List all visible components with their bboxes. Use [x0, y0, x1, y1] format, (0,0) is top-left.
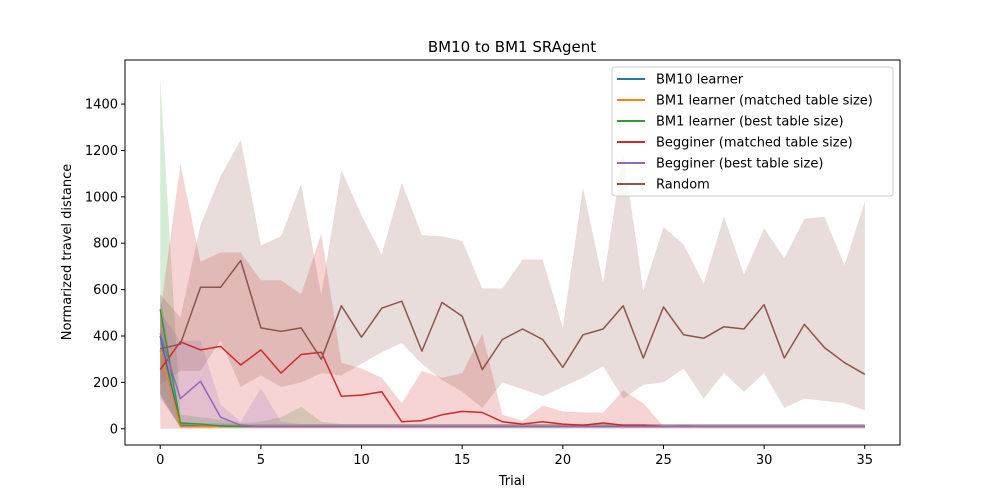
y-tick-label: 800	[93, 237, 118, 252]
line-random	[160, 259, 866, 375]
legend-label-bm1-learner-matched-table-size: BM1 learner (matched table size)	[656, 94, 873, 109]
x-axis-ticks: 0 5 10 15 20 25 30 35	[156, 445, 873, 468]
axes-frame	[124, 59, 901, 446]
y-tick-label: 1000	[85, 190, 118, 205]
plot-area	[159, 78, 866, 429]
y-axis-ticks: 0 200 400 600 800 1000 1200 1400	[85, 98, 125, 437]
legend-box	[611, 66, 894, 197]
legend-label-begginer-matched-table-size: Begginer (matched table size)	[656, 136, 853, 151]
y-axis-label: Normarized travel distance	[60, 164, 75, 341]
band-begginer-matched-table-size	[160, 164, 865, 429]
x-tick-label: 0	[156, 453, 164, 468]
x-tick-label: 20	[555, 453, 572, 468]
x-axis-label: Trial	[498, 474, 526, 489]
line-begginer-best-table-size	[159, 333, 865, 428]
x-tick-label: 15	[454, 453, 471, 468]
x-tick-label: 25	[655, 453, 672, 468]
band-begginer-best-table-size	[160, 312, 865, 428]
legend-label-random: Random	[656, 178, 710, 193]
y-tick-label: 0	[110, 422, 118, 437]
confidence-bands	[160, 78, 865, 429]
x-tick-label: 35	[856, 453, 873, 468]
y-tick-label: 200	[93, 376, 118, 391]
legend-label-bm10-learner: BM10 learner	[656, 73, 744, 88]
y-tick-label: 400	[93, 329, 118, 344]
legend-label-begginer-best-table-size: Begginer (best table size)	[656, 157, 823, 172]
x-tick-label: 10	[353, 453, 370, 468]
x-tick-label: 5	[257, 453, 265, 468]
legend-label-bm1-learner-best-table-size: BM1 learner (best table size)	[656, 115, 844, 130]
series-lines	[159, 259, 866, 428]
y-tick-label: 1200	[85, 144, 118, 159]
chart-title: BM10 to BM1 SRAgent	[428, 38, 596, 56]
legend-entries: BM10 learner BM1 learner (matched table s…	[617, 73, 873, 193]
band-random	[160, 140, 865, 411]
y-tick-label: 1400	[85, 98, 118, 113]
legend: BM10 learner BM1 learner (matched table s…	[611, 66, 894, 197]
x-tick-label: 30	[756, 453, 773, 468]
y-tick-label: 600	[93, 283, 118, 298]
